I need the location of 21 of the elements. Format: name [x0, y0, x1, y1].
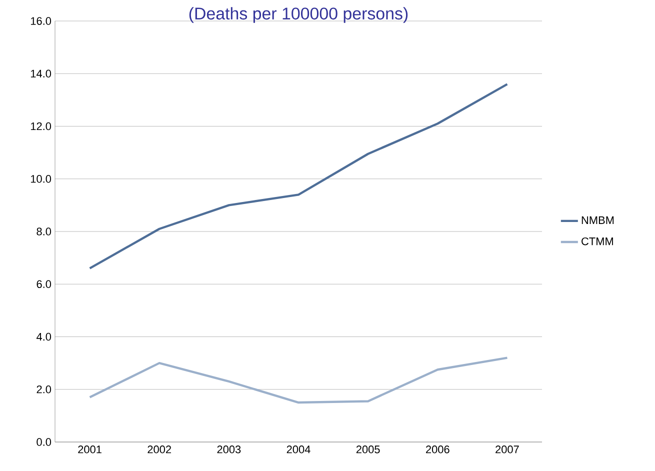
y-tick-label: 6.0 [36, 280, 52, 288]
legend-label: NMBM [582, 216, 614, 224]
x-tick-label: 2006 [426, 446, 450, 454]
x-tick-label: 2004 [286, 446, 310, 454]
x-tick-label: 2007 [496, 446, 519, 454]
y-tick-label: 8.0 [36, 228, 52, 236]
chart-title: (Deaths per 100000 persons) [189, 7, 408, 23]
y-tick-label: 10.0 [30, 175, 52, 183]
y-tick-label: 2.0 [36, 386, 52, 394]
line-series [88, 356, 508, 404]
y-tick-label: 14.0 [30, 70, 52, 78]
y-tick-label: 16.0 [30, 17, 52, 25]
x-tick-label: 2003 [217, 446, 241, 454]
x-tick-label: 2002 [148, 446, 171, 454]
x-tick-label: 2001 [78, 446, 102, 454]
y-tick-label: 0.0 [36, 438, 52, 446]
y-tick-label: 12.0 [30, 122, 52, 130]
legend-label: CTMM [582, 237, 613, 246]
x-tick-label: 2005 [356, 446, 380, 454]
y-tick-label: 4.0 [36, 332, 52, 341]
line-series [88, 83, 508, 270]
